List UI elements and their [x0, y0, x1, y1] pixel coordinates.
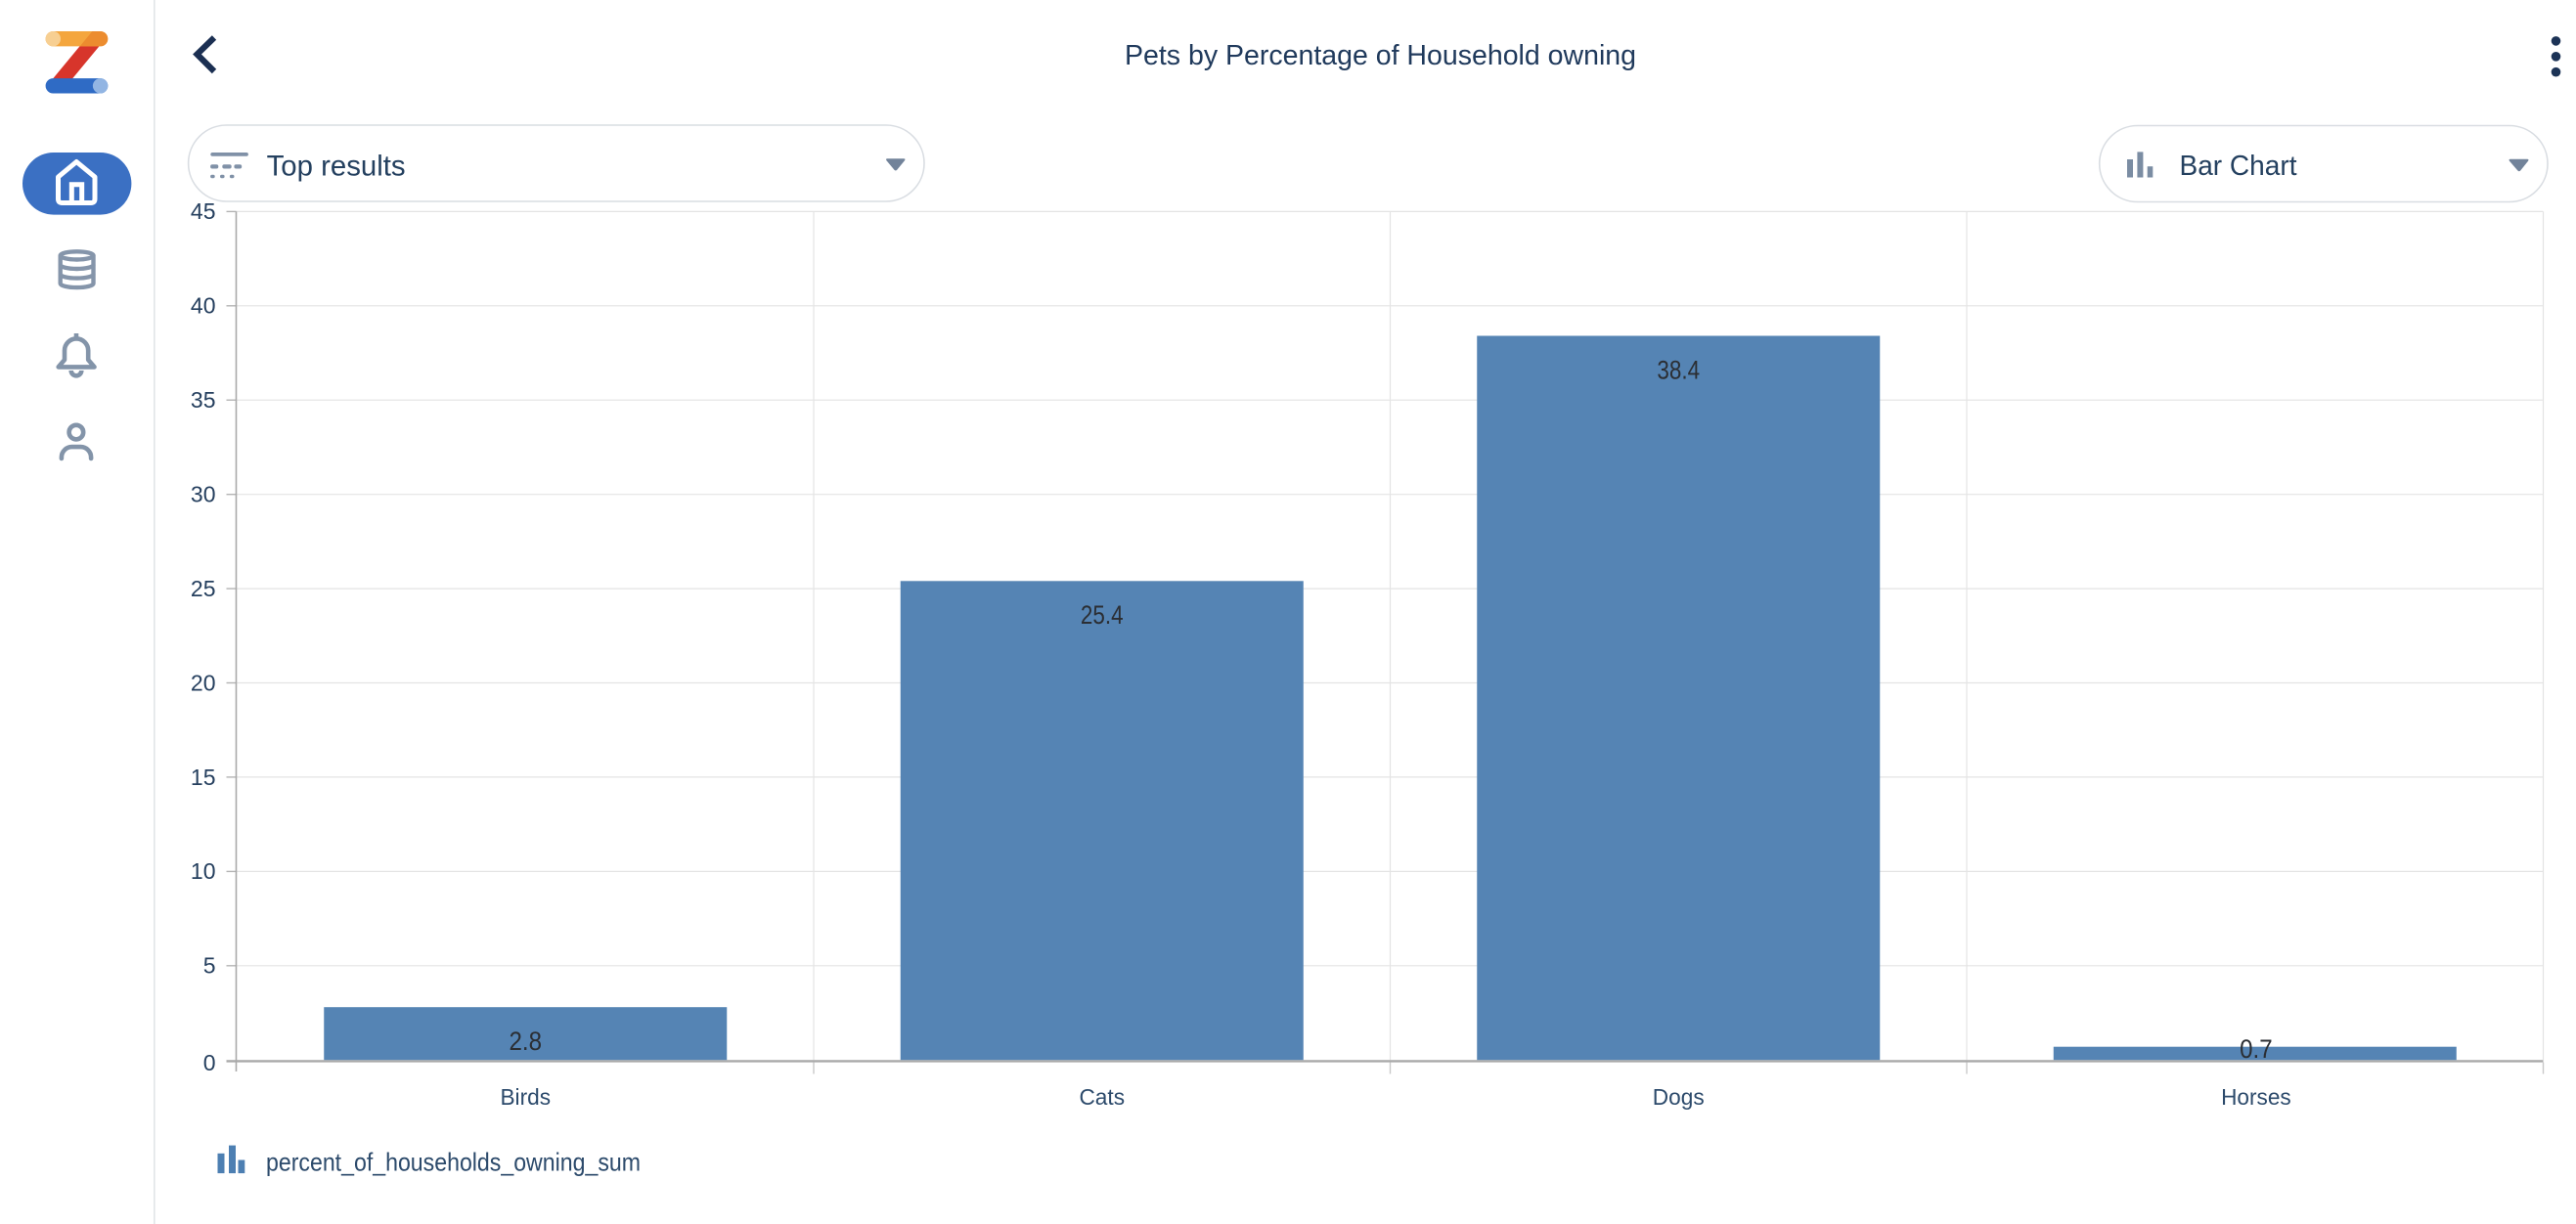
svg-text:10: 10 — [191, 858, 216, 884]
svg-text:percent_of_households_owning_s: percent_of_households_owning_sum — [266, 1148, 641, 1177]
svg-text:Top results: Top results — [267, 150, 406, 182]
svg-text:15: 15 — [191, 765, 216, 790]
svg-text:20: 20 — [191, 670, 216, 695]
svg-text:5: 5 — [203, 953, 216, 979]
svg-text:Dogs: Dogs — [1653, 1084, 1705, 1110]
svg-text:2.8: 2.8 — [510, 1027, 543, 1056]
svg-text:30: 30 — [191, 482, 216, 507]
svg-text:Cats: Cats — [1079, 1084, 1125, 1110]
svg-text:40: 40 — [191, 293, 216, 319]
svg-text:35: 35 — [191, 387, 216, 413]
svg-text:25: 25 — [191, 576, 216, 601]
svg-text:Pets by Percentage of Househol: Pets by Percentage of Household owning — [1125, 40, 1636, 71]
svg-text:Birds: Birds — [500, 1084, 551, 1110]
svg-text:38.4: 38.4 — [1657, 355, 1700, 384]
svg-text:0: 0 — [203, 1050, 216, 1075]
svg-text:0.7: 0.7 — [2240, 1034, 2273, 1064]
svg-text:25.4: 25.4 — [1081, 600, 1124, 630]
svg-text:Bar Chart: Bar Chart — [2180, 151, 2297, 182]
svg-text:45: 45 — [191, 198, 216, 224]
svg-text:Horses: Horses — [2221, 1084, 2291, 1110]
